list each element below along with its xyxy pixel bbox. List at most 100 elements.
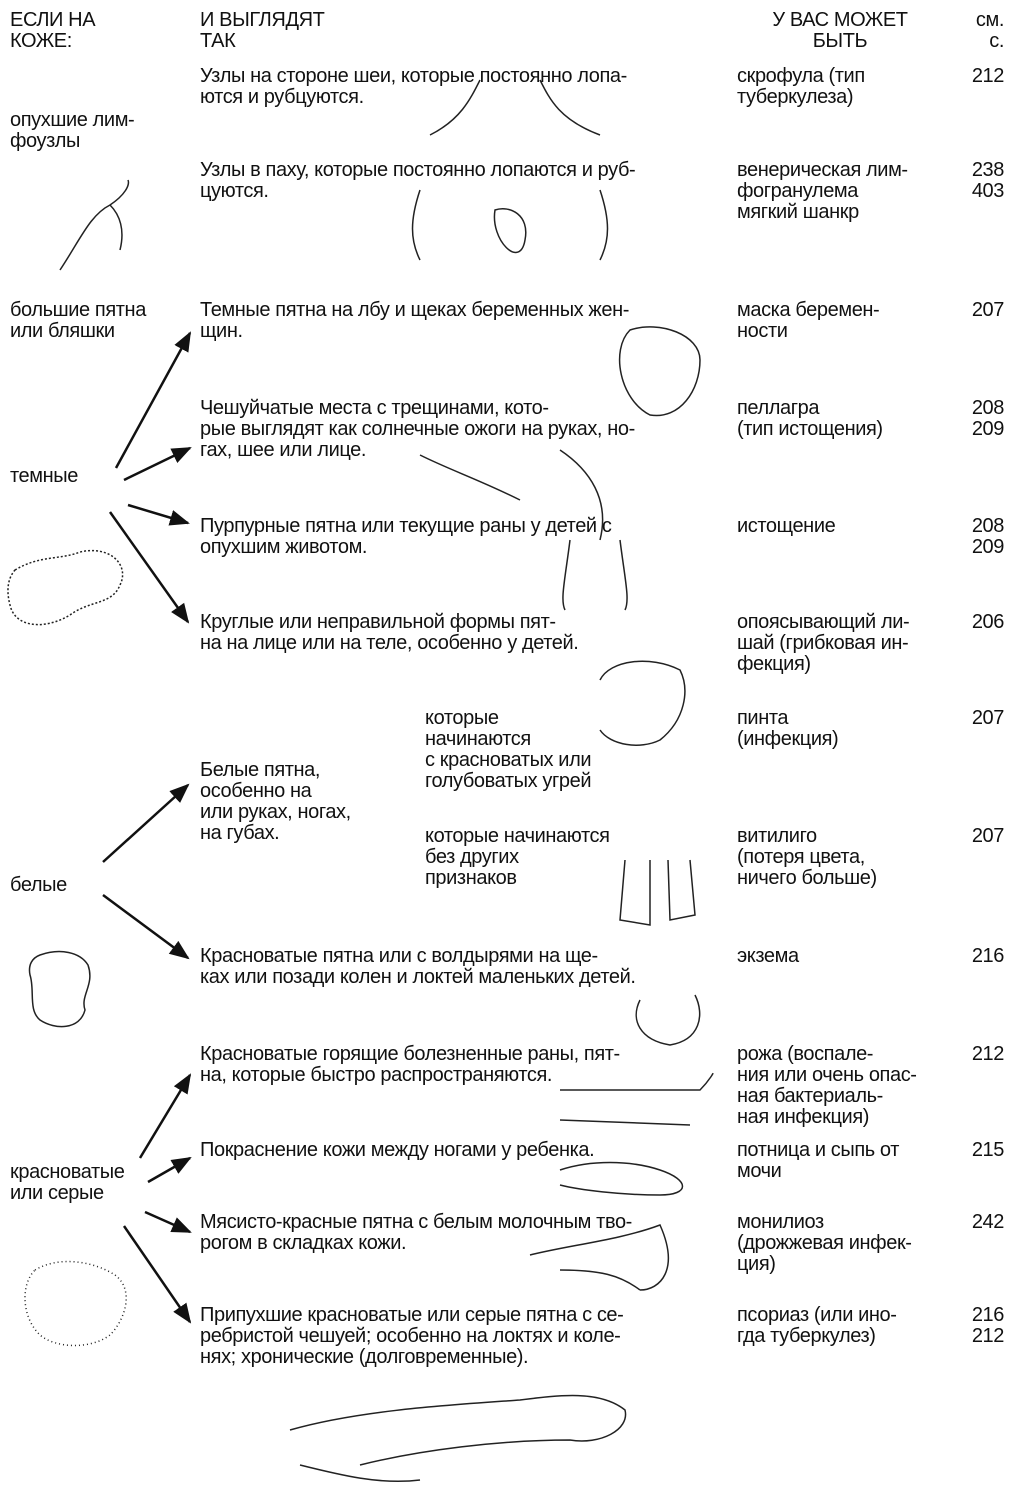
description-line: Красноватые горящие болезненные раны, пя… — [200, 1043, 620, 1065]
description-line: Круглые или неправильной формы пят- — [200, 611, 556, 633]
header-look-line: И ВЫГЛЯДЯТ — [200, 9, 325, 31]
condition: витилиго (потеря цвета, ничего больше) — [737, 826, 877, 889]
condition-line: ная бактериаль- — [737, 1085, 883, 1107]
dark-patch — [7, 549, 124, 626]
skin-type: красноватые или серые — [10, 1162, 125, 1204]
arrow — [114, 331, 192, 469]
page-ref: 212 — [940, 65, 1005, 87]
page-ref-line: 209 — [971, 536, 1005, 558]
condition-line: экзема — [737, 945, 799, 967]
condition-line: ния или очень опас- — [737, 1064, 917, 1086]
condition: опоясывающий ли-шай (грибковая ин-фекция… — [737, 611, 910, 675]
description-line: ребристой чешуей; особенно на локтях и к… — [200, 1325, 621, 1347]
page-ref: 208 209 — [940, 515, 1005, 558]
description: которые начинаются с красноватых или голубо… — [425, 708, 592, 792]
condition: экзема — [737, 946, 799, 967]
header-skin-line: ЕСЛИ НА — [10, 9, 96, 31]
description-line: нях; хронические (долговременные). — [200, 1346, 529, 1368]
header-condition-line: У ВАС МОЖЕТ — [772, 9, 908, 31]
lymph-sketch — [59, 179, 130, 271]
condition: скрофула (тип туберкулеза) — [737, 66, 865, 108]
description: Припухшие красноватые или серые пятна с … — [200, 1305, 624, 1368]
description: Узлы на стороне шеи, которые постоянно л… — [200, 66, 627, 108]
description-line: Мясисто-красные пятна с белым молочным т… — [200, 1211, 632, 1233]
white-patch — [28, 950, 91, 1028]
condition-line: псориаз (или ино- — [737, 1304, 897, 1326]
description: Пурпурные пятна или текущие раны у детей… — [200, 515, 612, 558]
skin-type-line: или бляшки — [10, 320, 115, 342]
condition-line: рожа (воспале- — [737, 1043, 874, 1065]
condition: пинта (инфекция) — [737, 707, 839, 750]
condition: рожа (воспале-ния или очень опас-ная бак… — [737, 1044, 917, 1128]
description: Чешуйчатые места с трещинами, кото-рые в… — [200, 398, 635, 461]
condition-line: потница и сыпь от — [737, 1139, 899, 1161]
condition-line: шай (грибковая ин- — [737, 632, 909, 654]
condition-line: истощение — [737, 515, 836, 537]
page-ref-line: 208 — [971, 515, 1005, 537]
condition: маска беремен-ности — [737, 299, 880, 342]
neck-groin-sketch — [411, 79, 609, 261]
header-condition-line: БЫТЬ — [812, 30, 868, 52]
condition-line: (инфекция) — [737, 728, 839, 750]
arrows — [102, 331, 192, 1324]
condition-line: пинта — [737, 707, 789, 729]
page-ref-line: 212 — [971, 65, 1005, 87]
body-sketch — [289, 1394, 627, 1483]
page-ref-line: 216 — [971, 945, 1005, 967]
description-line: которые начинаются — [425, 825, 610, 847]
description-line: признаков — [425, 867, 517, 889]
description-line: рые выглядят как солнечные ожоги на рука… — [200, 418, 635, 440]
description: Красноватые горящие болезненные раны, пя… — [200, 1044, 620, 1086]
page-ref-line: 206 — [971, 611, 1005, 633]
skin-type-line: или серые — [10, 1182, 104, 1204]
condition-line: туберкулеза) — [737, 86, 854, 108]
header-page-line: с. — [989, 30, 1004, 52]
description: Мясисто-красные пятна с белым молочным т… — [200, 1212, 632, 1254]
page-ref-line: 216 — [971, 1304, 1005, 1326]
condition-line: фекция) — [737, 653, 811, 675]
skin-type-line: фоузлы — [10, 130, 80, 152]
limb-sketch — [419, 449, 628, 611]
arrow — [127, 503, 190, 526]
page-ref: 216 212 — [940, 1304, 1005, 1347]
description-line: Красноватые пятна или с волдырями на ще- — [200, 945, 598, 967]
header-look: И ВЫГЛЯДЯТ ТАК — [200, 9, 325, 52]
skin-type-line: опухшие лим- — [10, 109, 135, 131]
skin-type-line: красноватые — [10, 1161, 125, 1183]
description-line: на, которые быстро распространяются. — [200, 1064, 553, 1086]
condition-line: маска беремен- — [737, 299, 880, 321]
page-ref-line: 209 — [971, 418, 1005, 440]
page-ref-line: 207 — [971, 825, 1005, 847]
description-line: ках или позади колен и локтей маленьких … — [200, 966, 636, 988]
face-sketch — [618, 326, 701, 417]
condition-line: мочи — [737, 1160, 782, 1182]
description-line: или руках, ногах, — [200, 801, 351, 823]
condition-line: (потеря цвета, — [737, 846, 865, 868]
description-line: особенно на — [200, 780, 312, 802]
condition-line: ности — [737, 320, 788, 342]
page-ref-line: 403 — [971, 180, 1005, 202]
condition-line: витилиго — [737, 825, 817, 847]
arrow — [123, 446, 192, 482]
arrow — [102, 893, 190, 960]
description: которые начинаются без других признаков — [425, 826, 610, 889]
page-ref-line: 238 — [971, 159, 1005, 181]
page-ref: 207 — [940, 825, 1005, 847]
condition: монилиоз (дрожжевая инфек-ция) — [737, 1212, 912, 1275]
skin-type-line: большие пятна — [10, 299, 146, 321]
description-line: Чешуйчатые места с трещинами, кото- — [200, 397, 549, 419]
description-line: с красноватых или — [425, 749, 592, 771]
skin-type-line: белые — [10, 874, 67, 896]
page-ref: 215 — [940, 1140, 1005, 1161]
page-ref: 207 — [940, 708, 1005, 729]
condition-line: опоясывающий ли- — [737, 611, 910, 633]
condition-line: мягкий шанкр — [737, 201, 859, 223]
skin-type: опухшие лим-фоузлы — [10, 109, 135, 152]
description: Белые пятна, особенно на или руках, ногах,… — [200, 760, 351, 844]
description-line: Пурпурные пятна или текущие раны у детей… — [200, 515, 612, 537]
page-ref-line: 207 — [971, 299, 1005, 321]
arrow — [144, 1210, 192, 1234]
baby-sketch — [559, 1161, 683, 1196]
condition: пеллагра (тип истощения) — [737, 398, 883, 440]
page-ref: 207 — [940, 299, 1005, 321]
